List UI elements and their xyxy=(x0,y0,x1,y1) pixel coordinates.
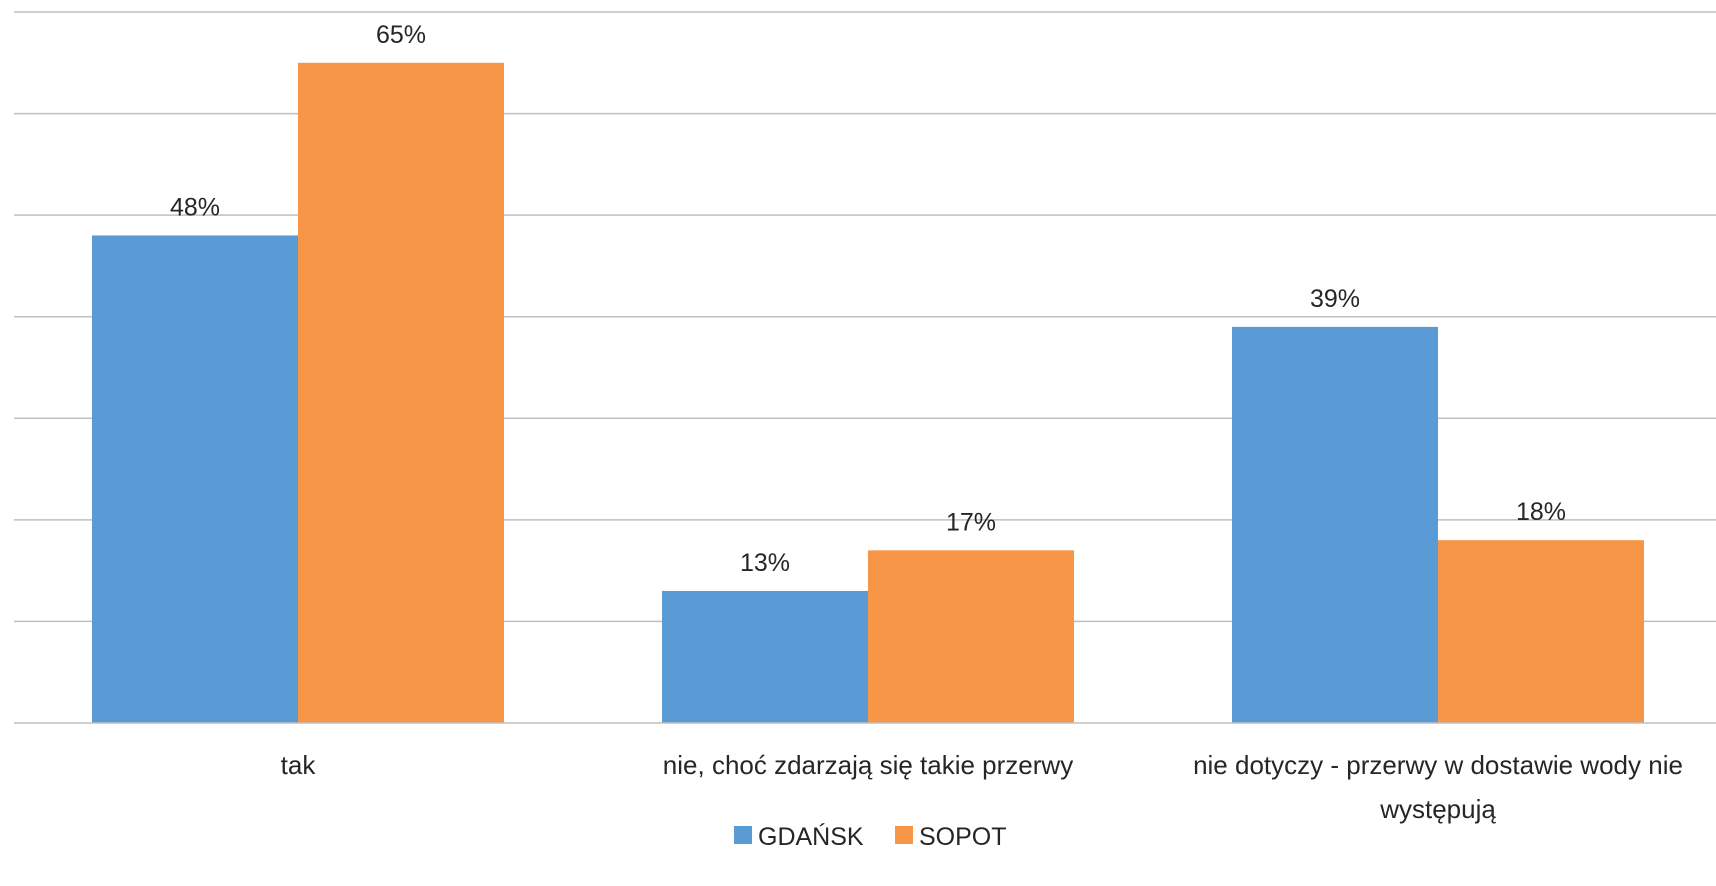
bar-gdańsk xyxy=(92,235,298,723)
data-label: 39% xyxy=(1310,285,1360,313)
x-axis: tak nie, choć zdarzają się takie przerwy n… xyxy=(14,722,1716,824)
legend-swatch-gdańsk xyxy=(734,826,752,844)
legend: GDAŃSK SOPOT xyxy=(734,822,1007,851)
data-labels: 48% 65% 13% 17% 39% 18% xyxy=(170,21,1566,577)
legend-label-sopot: SOPOT xyxy=(919,823,1007,851)
bars xyxy=(92,62,1644,724)
legend-label-gdańsk: GDAŃSK xyxy=(758,822,864,851)
category-label: nie dotyczy - przerwy w dostawie wody ni… xyxy=(1193,750,1683,780)
data-label: 65% xyxy=(376,21,426,49)
data-label: 17% xyxy=(946,508,996,536)
bar-sopot xyxy=(1438,540,1644,723)
legend-swatch-sopot xyxy=(895,826,913,844)
data-label: 48% xyxy=(170,193,220,221)
category-label: występują xyxy=(1379,794,1496,824)
bar-gdańsk xyxy=(662,590,868,723)
data-label: 18% xyxy=(1516,498,1566,526)
category-label: nie, choć zdarzają się takie przerwy xyxy=(663,750,1073,780)
category-label: tak xyxy=(281,750,317,780)
data-label: 13% xyxy=(740,549,790,577)
bar-sopot xyxy=(868,550,1074,723)
bar-gdańsk xyxy=(1232,326,1438,723)
bar-sopot xyxy=(298,62,504,724)
